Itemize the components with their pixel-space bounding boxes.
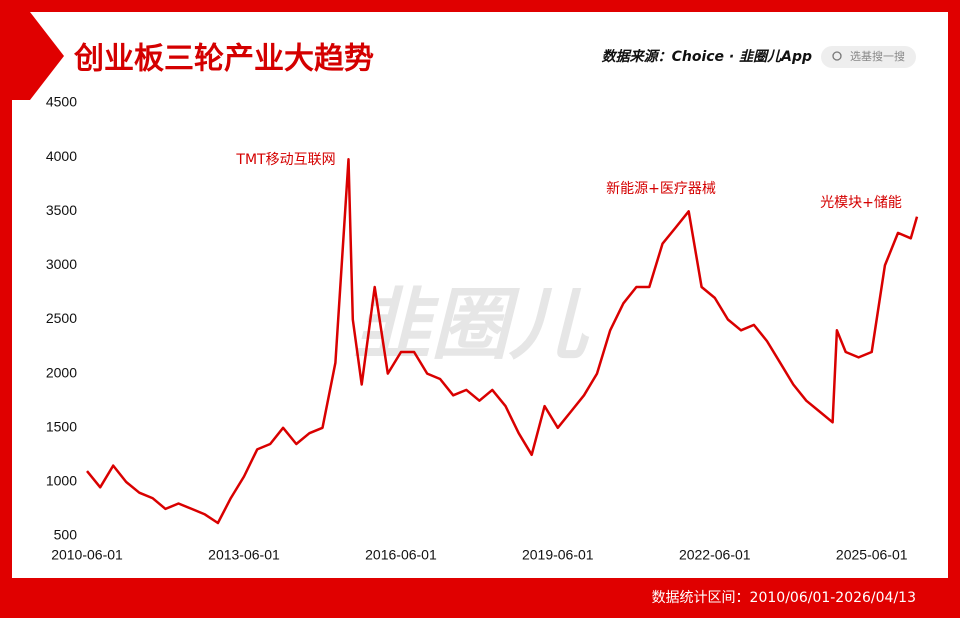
- source: 数据来源：Choice · 韭圈儿App: [602, 48, 812, 65]
- y-tick-label: 4500: [46, 94, 77, 110]
- y-tick-label: 500: [54, 527, 78, 543]
- y-tick-label: 2500: [46, 310, 77, 326]
- search-icon: [832, 51, 842, 61]
- chart-title: 创业板三轮产业大趋势: [73, 42, 374, 77]
- series-line: [86, 158, 919, 525]
- y-tick-label: 3000: [46, 256, 77, 272]
- search-box[interactable]: [821, 46, 916, 68]
- annotation: 光模块+储能: [820, 195, 902, 211]
- footer: 数据统计区间：2010/06/01-2026/04/13: [652, 590, 916, 606]
- panel: [12, 12, 948, 578]
- annotation: 新能源+医疗器械: [606, 181, 716, 197]
- y-tick-label: 2000: [46, 364, 77, 380]
- y-tick-label: 1500: [46, 418, 77, 434]
- x-tick-label: 2013-06-01: [208, 547, 280, 563]
- x-tick-label: 2016-06-01: [365, 547, 437, 563]
- x-tick-label: 2022-06-01: [679, 547, 751, 563]
- y-tick-label: 4000: [46, 148, 77, 164]
- search-placeholder: 选基搜一搜: [850, 49, 905, 63]
- x-tick-label: 2025-06-01: [836, 547, 908, 563]
- x-tick-label: 2010-06-01: [51, 547, 123, 563]
- watermark: 韭圈儿: [353, 280, 590, 370]
- corner-mark: [12, 12, 64, 100]
- plot: 500 1000 1500 2000 2500 3000 3500 4000 4500 2010-…: [46, 94, 919, 563]
- annotation: TMT移动互联网: [235, 152, 335, 168]
- x-tick-label: 2019-06-01: [522, 547, 594, 563]
- y-tick-label: 1000: [46, 473, 77, 489]
- y-tick-label: 3500: [46, 202, 77, 218]
